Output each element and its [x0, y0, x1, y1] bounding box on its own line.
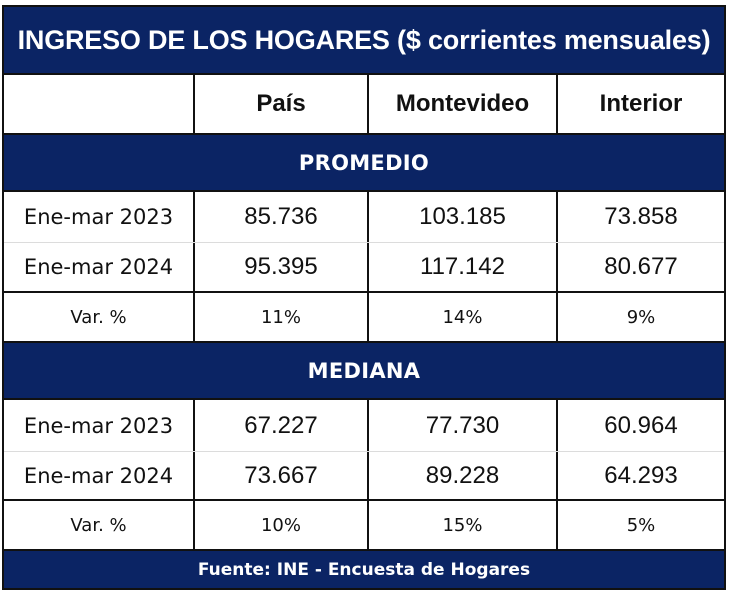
row-label: Ene-mar 2024	[4, 452, 195, 499]
table-row: Ene-mar 2023 67.227 77.730 60.964	[4, 400, 724, 452]
variation-label: Var. %	[4, 501, 195, 549]
column-header-interior: Interior	[599, 90, 683, 117]
table-row: Ene-mar 2024 95.395 117.142 80.677	[4, 243, 724, 293]
value-montevideo: 117.142	[369, 243, 558, 291]
variation-pais: 10%	[195, 501, 369, 549]
value-interior: 64.293	[604, 461, 678, 489]
variation-label: Var. %	[4, 293, 195, 341]
variation-montevideo: 14%	[369, 293, 558, 341]
income-table: INGRESO DE LOS HOGARES ($ corrientes men…	[2, 5, 726, 590]
value-pais: 95.395	[195, 243, 369, 291]
table-row: Ene-mar 2024 73.667 89.228 64.293	[4, 452, 724, 501]
value-interior: 73.858	[604, 203, 678, 230]
column-header-pais: País	[195, 75, 369, 133]
variation-pais: 11%	[195, 293, 369, 341]
column-header-row: País Montevideo Interior	[4, 75, 724, 135]
value-interior: 80.677	[604, 253, 678, 280]
value-montevideo: 77.730	[369, 400, 558, 451]
variation-row: Var. % 11% 14% 9%	[4, 293, 724, 343]
source-footer: Fuente: INE - Encuesta de Hogares	[4, 551, 724, 588]
variation-montevideo: 15%	[369, 501, 558, 549]
value-interior: 60.964	[604, 411, 678, 439]
value-pais: 73.667	[195, 452, 369, 499]
table-row: Ene-mar 2023 85.736 103.185 73.858	[4, 192, 724, 243]
table-title: INGRESO DE LOS HOGARES ($ corrientes men…	[4, 7, 724, 75]
row-label: Ene-mar 2023	[4, 400, 195, 451]
variation-interior: 9%	[626, 306, 656, 328]
value-pais: 85.736	[195, 192, 369, 242]
value-montevideo: 103.185	[369, 192, 558, 242]
value-montevideo: 89.228	[369, 452, 558, 499]
row-label: Ene-mar 2024	[4, 243, 195, 291]
section-header-mediana: MEDIANA	[4, 343, 724, 400]
section-header-promedio: PROMEDIO	[4, 135, 724, 192]
value-pais: 67.227	[195, 400, 369, 451]
column-header-montevideo: Montevideo	[369, 75, 558, 133]
variation-interior: 5%	[626, 514, 656, 536]
row-label: Ene-mar 2023	[4, 192, 195, 242]
column-header-empty	[4, 75, 195, 133]
variation-row: Var. % 10% 15% 5%	[4, 501, 724, 551]
